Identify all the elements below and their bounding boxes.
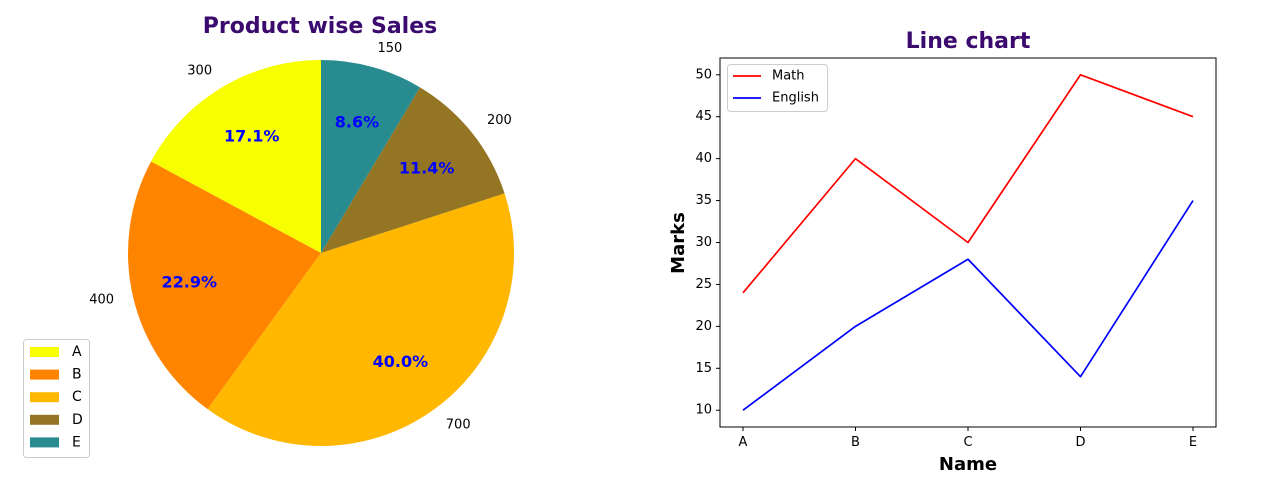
- y-tick-label: 25: [695, 277, 712, 292]
- x-tick-label: A: [739, 435, 748, 450]
- line-chart-title: Line chart: [906, 29, 1031, 54]
- pie-legend-swatch-d: [30, 414, 59, 425]
- x-tick-label: B: [851, 435, 860, 450]
- pie-value-labels: 300 400 700 200 150: [89, 41, 512, 432]
- line-legend: Math English: [727, 64, 828, 112]
- pie-value-label-b: 400: [89, 293, 114, 308]
- pie-value-label-e: 150: [377, 41, 402, 56]
- y-axis-ticks: 10 15 20 25 30 35 40 45 50: [695, 67, 720, 418]
- pie-chart: Product wise Sales 300 400 700 200 150 17.1%…: [23, 14, 515, 458]
- pie-value-label-a: 300: [187, 63, 212, 78]
- pie-value-label-d: 200: [487, 113, 512, 128]
- pie-legend-label-a: A: [72, 344, 82, 360]
- line-series-math: [742, 73, 1194, 294]
- pie-percent-label-e: 8.6%: [335, 112, 379, 131]
- pie-legend-label-e: E: [72, 434, 81, 450]
- y-tick-label: 30: [695, 235, 712, 250]
- pie-legend-swatch-a: [30, 347, 59, 357]
- x-tick-label: D: [1075, 435, 1085, 450]
- pie-legend-swatch-c: [30, 392, 59, 403]
- line-series-english: [742, 200, 1194, 411]
- line-legend-label-math: Math: [772, 69, 805, 84]
- pie-percent-label-b: 22.9%: [162, 273, 218, 292]
- x-tick-label: E: [1189, 435, 1197, 450]
- x-tick-label: C: [963, 435, 972, 450]
- pie-percent-label-d: 11.4%: [399, 158, 455, 177]
- y-axis-label: Marks: [668, 212, 689, 274]
- pie-slice-a: [151, 60, 321, 253]
- pie-percent-labels: 17.1% 22.9% 40.0% 11.4% 8.6%: [162, 112, 455, 371]
- line-legend-label-english: English: [772, 91, 819, 106]
- y-tick-label: 45: [695, 109, 712, 124]
- y-tick-label: 10: [695, 403, 712, 418]
- x-axis-ticks: A B C D E: [739, 427, 1197, 450]
- pie-legend-label-c: C: [72, 389, 82, 405]
- pie-legend-swatch-b: [30, 369, 59, 380]
- pie-slice-c: [207, 193, 515, 447]
- pie-percent-label-c: 40.0%: [373, 352, 429, 371]
- pie-slices: [127, 60, 515, 447]
- y-tick-label: 40: [695, 151, 712, 166]
- pie-legend-swatch-e: [30, 437, 59, 448]
- pie-percent-label-a: 17.1%: [224, 127, 280, 146]
- pie-slice-e: [321, 60, 420, 253]
- pie-slice-b: [127, 161, 321, 410]
- x-axis-label: Name: [939, 454, 997, 475]
- y-tick-label: 35: [695, 193, 712, 208]
- pie-slice-d: [321, 87, 505, 253]
- pie-value-label-c: 700: [446, 417, 471, 432]
- y-tick-label: 50: [695, 67, 712, 82]
- pie-legend-label-b: B: [72, 367, 82, 383]
- line-chart: Line chart A B C D E 10 15 20 25 30 35 40 45 50 Name…: [668, 29, 1217, 475]
- pie-chart-title: Product wise Sales: [203, 14, 438, 39]
- line-series: [742, 73, 1194, 411]
- y-tick-label: 15: [695, 361, 712, 376]
- y-tick-label: 20: [695, 319, 712, 334]
- pie-legend-label-d: D: [72, 412, 83, 428]
